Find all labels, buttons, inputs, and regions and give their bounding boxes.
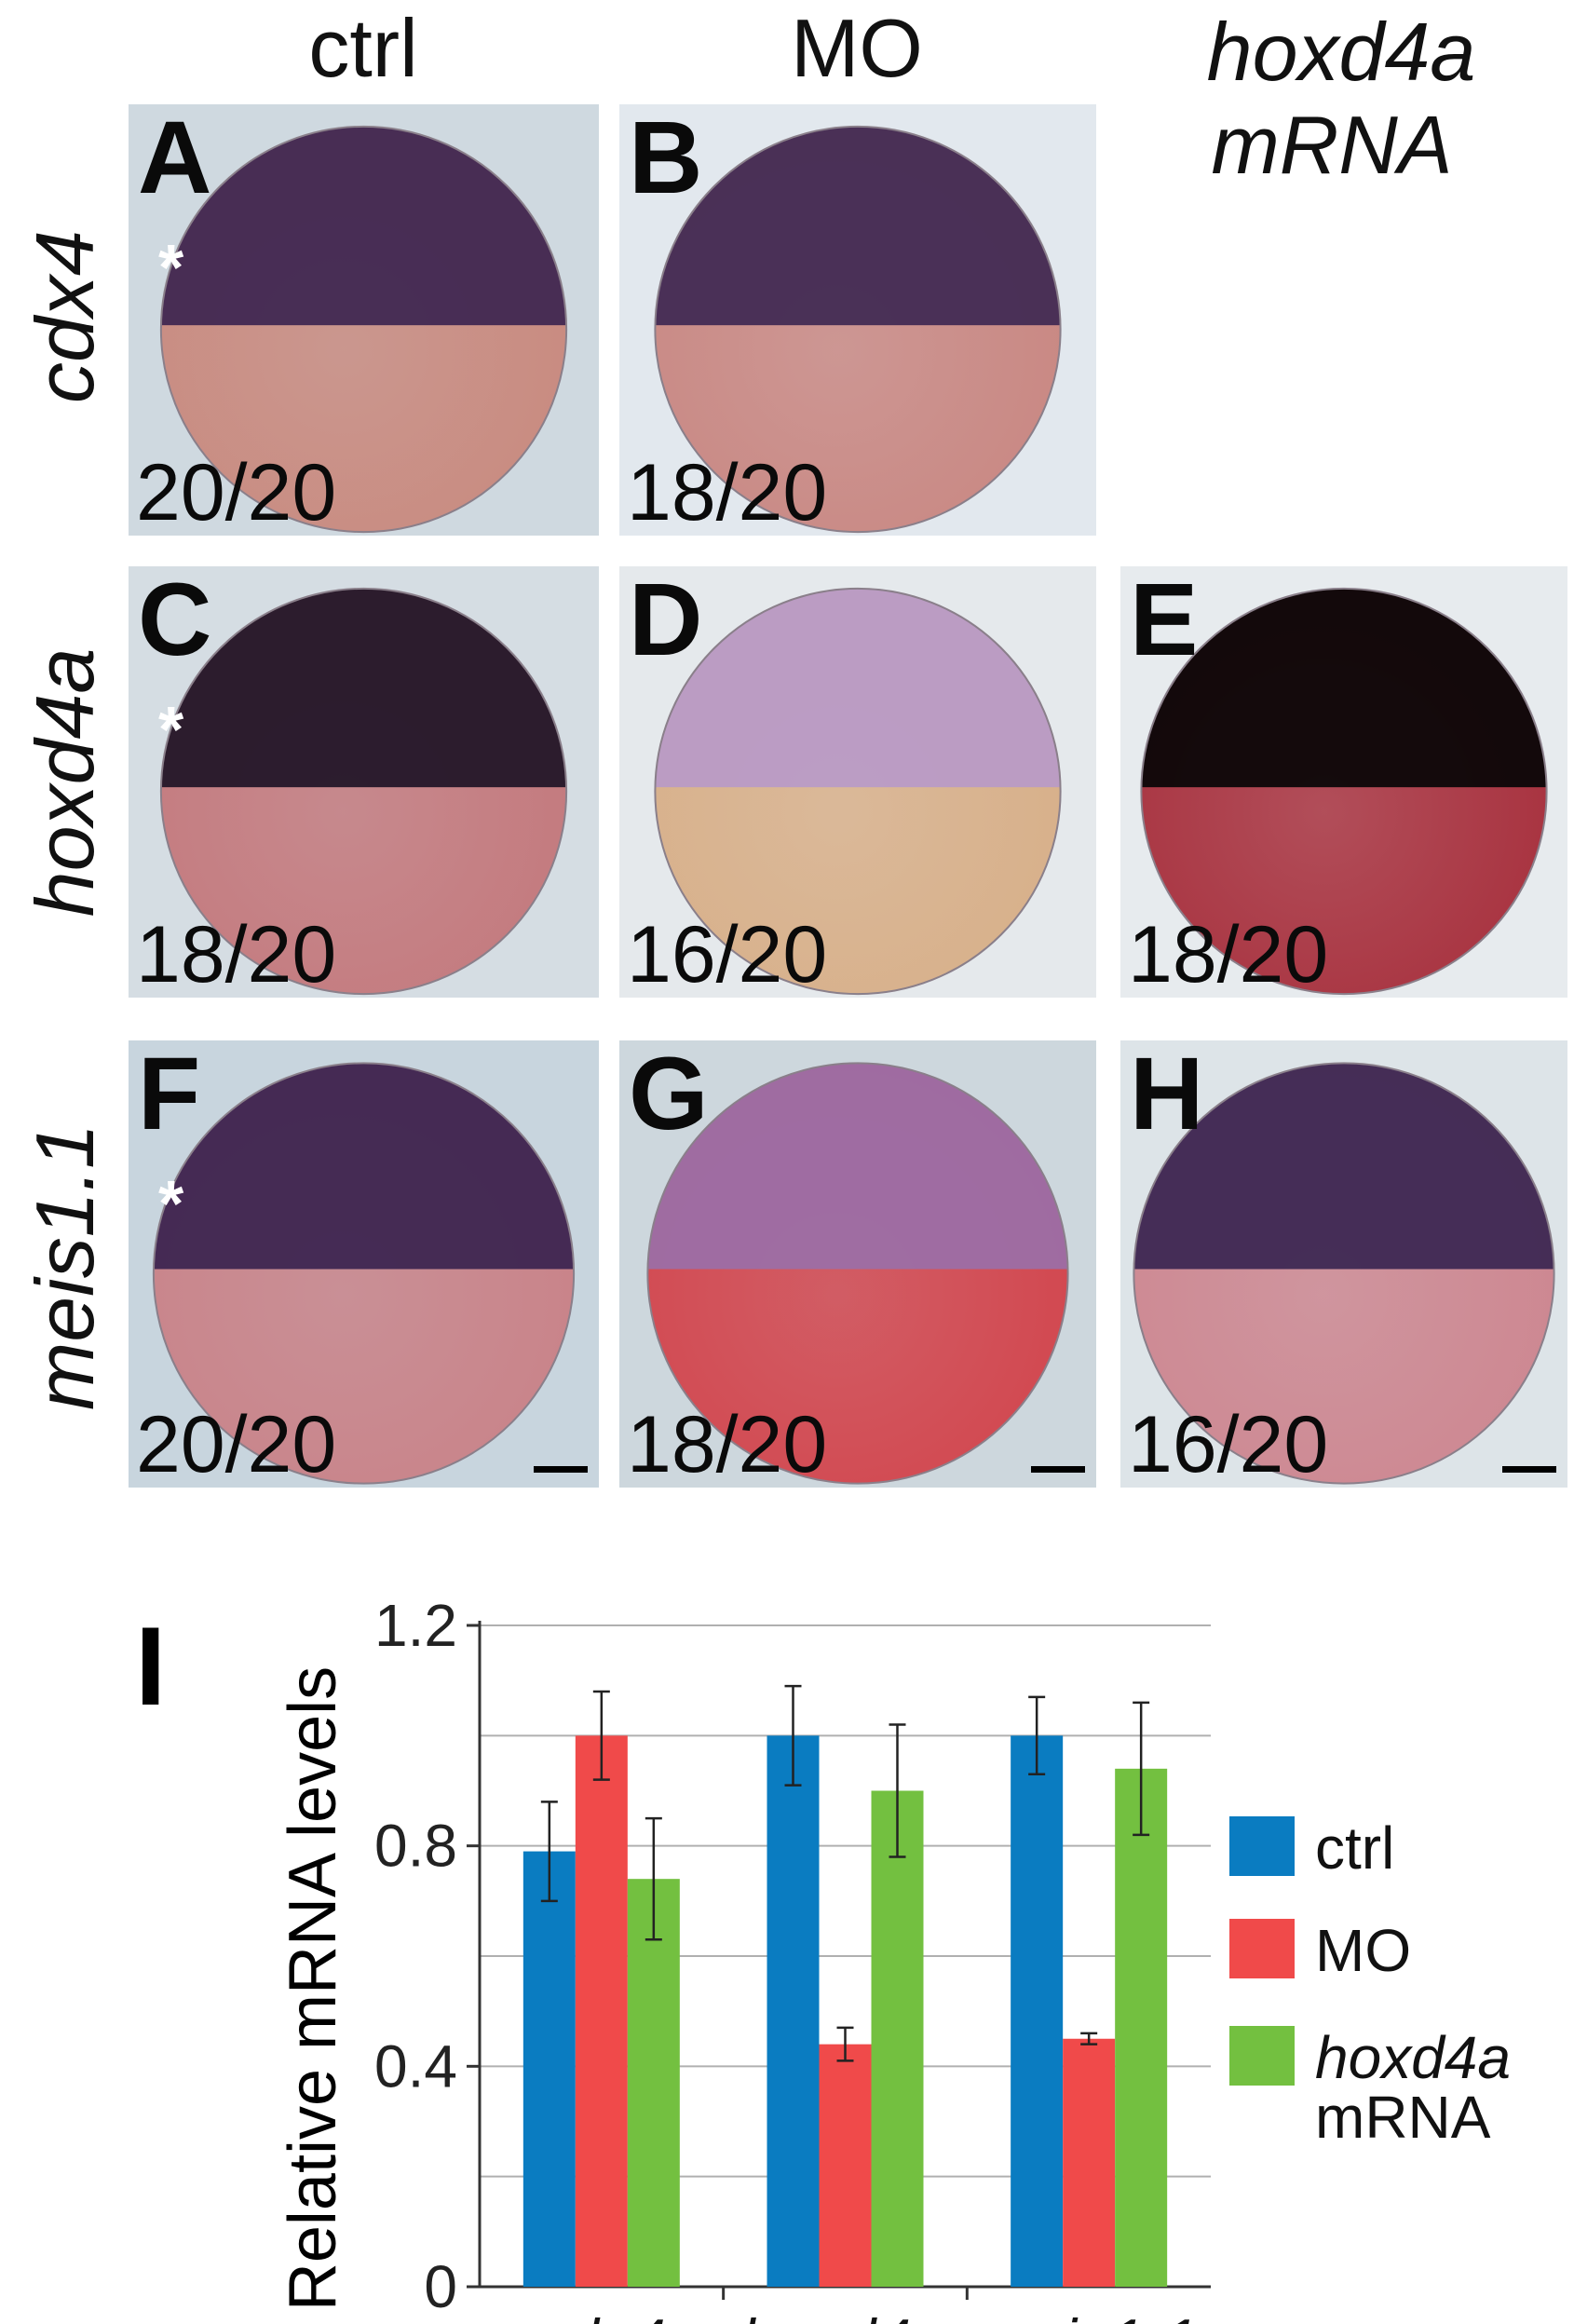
y-axis-label: Relative mRNA levels bbox=[276, 1666, 350, 2311]
embryo-outline bbox=[152, 1062, 576, 1485]
row-header-cdx4: cdx4 bbox=[19, 230, 111, 403]
panel-f: F 20/20 * bbox=[129, 1040, 599, 1488]
scale-bar bbox=[1031, 1466, 1085, 1473]
bar bbox=[1011, 1735, 1064, 2287]
asterisk-marker: * bbox=[158, 231, 184, 304]
embryo-outline bbox=[159, 125, 568, 534]
row-header-meis1-1: meis1.1 bbox=[19, 1122, 111, 1411]
bar bbox=[819, 2044, 872, 2287]
embryo-outline bbox=[654, 125, 1062, 534]
embryo-count: 18/20 bbox=[627, 448, 828, 536]
x-tick-label: cdx4 bbox=[535, 2308, 668, 2324]
embryo-count: 18/20 bbox=[136, 910, 337, 998]
embryo-stain-band bbox=[153, 1063, 575, 1270]
embryo-image bbox=[1133, 1062, 1555, 1485]
panel-h: H 16/20 bbox=[1120, 1040, 1567, 1488]
asterisk-marker: * bbox=[158, 693, 184, 766]
embryo-outline bbox=[1140, 587, 1548, 996]
scale-bar bbox=[534, 1466, 588, 1473]
panel-c: C 18/20 * bbox=[129, 566, 599, 998]
embryo-outline bbox=[646, 1062, 1069, 1485]
embryo-count: 20/20 bbox=[136, 1400, 337, 1488]
legend-label: mRNA bbox=[1315, 2084, 1491, 2151]
y-tick-label: 1.2 bbox=[374, 1592, 457, 1659]
embryo-image bbox=[646, 1062, 1069, 1485]
legend-label: MO bbox=[1315, 1917, 1411, 1984]
bar bbox=[871, 1790, 924, 2287]
legend-swatch bbox=[1229, 1919, 1295, 1978]
embryo-stain-band bbox=[655, 588, 1061, 788]
embryo-image bbox=[159, 587, 568, 996]
panel-e: E 18/20 bbox=[1120, 566, 1567, 998]
scale-bar bbox=[1502, 1466, 1556, 1473]
column-header-mo: MO bbox=[791, 2, 923, 94]
panel-g: G 18/20 bbox=[619, 1040, 1096, 1488]
panel-letter: F bbox=[138, 1040, 201, 1151]
legend-label: ctrl bbox=[1315, 1814, 1394, 1882]
embryo-outline bbox=[654, 587, 1062, 996]
bar bbox=[522, 1851, 576, 2287]
y-tick-label: 0 bbox=[424, 2253, 457, 2320]
embryo-stain-band bbox=[160, 126, 567, 326]
bar-chart: I Relative mRNA levels 0 0.4 0.8 1.2 cdx4 hox… bbox=[135, 1592, 1511, 2324]
column-header-mrna-line2: mRNA bbox=[1211, 99, 1453, 191]
legend-swatch bbox=[1229, 2026, 1295, 2086]
embryo-stain-band bbox=[647, 1063, 1068, 1270]
column-header-mrna-line1: hoxd4a bbox=[1206, 6, 1476, 98]
embryo-count: 20/20 bbox=[136, 448, 337, 536]
embryo-image bbox=[654, 587, 1062, 996]
row-header-hoxd4a: hoxd4a bbox=[19, 647, 111, 917]
embryo-outline bbox=[1133, 1062, 1555, 1485]
embryo-stain-band bbox=[160, 588, 567, 788]
bar bbox=[627, 1879, 680, 2287]
legend-swatch bbox=[1229, 1816, 1295, 1876]
panel-letter: C bbox=[138, 566, 212, 677]
column-header-ctrl: ctrl bbox=[308, 2, 418, 94]
panel-letter: A bbox=[138, 104, 212, 215]
embryo-stain-band bbox=[1141, 588, 1547, 788]
embryo-count: 16/20 bbox=[1128, 1400, 1329, 1488]
embryo-image bbox=[654, 125, 1062, 534]
panel-letter: D bbox=[629, 566, 703, 677]
embryo-image bbox=[1140, 587, 1548, 996]
legend-label: hoxd4a bbox=[1315, 2024, 1511, 2091]
embryo-stain-band bbox=[655, 126, 1061, 326]
x-tick-label: meis1.1 bbox=[978, 2308, 1200, 2324]
asterisk-marker: * bbox=[158, 1167, 184, 1240]
embryo-count: 18/20 bbox=[1128, 910, 1329, 998]
bar bbox=[767, 1735, 820, 2287]
embryo-count: 16/20 bbox=[627, 910, 828, 998]
panel-letter: B bbox=[629, 104, 703, 215]
panel-a: A 20/20 * bbox=[129, 104, 599, 536]
chart-panel-letter: I bbox=[135, 1604, 166, 1729]
x-tick-label: hoxd4a bbox=[742, 2308, 948, 2324]
embryo-count: 18/20 bbox=[627, 1400, 828, 1488]
y-tick-label: 0.4 bbox=[374, 2032, 457, 2100]
panel-letter: E bbox=[1130, 566, 1199, 677]
bar bbox=[1063, 2038, 1116, 2287]
panel-letter: G bbox=[629, 1040, 709, 1151]
embryo-image bbox=[152, 1062, 576, 1485]
y-tick-label: 0.8 bbox=[374, 1813, 457, 1880]
embryo-outline bbox=[159, 587, 568, 996]
panel-b: B 18/20 bbox=[619, 104, 1096, 536]
panel-d: D 16/20 bbox=[619, 566, 1096, 998]
bar bbox=[575, 1735, 628, 2287]
bar bbox=[1115, 1768, 1168, 2287]
embryo-image bbox=[159, 125, 568, 534]
panel-letter: H bbox=[1130, 1040, 1204, 1151]
